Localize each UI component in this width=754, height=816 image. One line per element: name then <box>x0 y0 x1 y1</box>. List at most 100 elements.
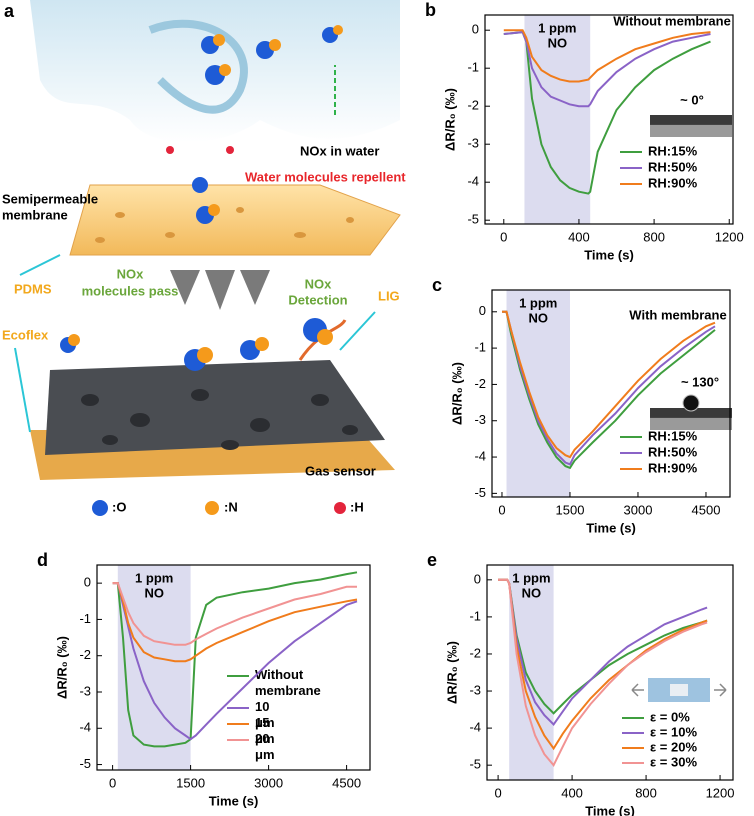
y-tick-label: 0 <box>84 575 91 590</box>
inset-image <box>670 684 688 696</box>
label: NOx <box>117 266 145 281</box>
legend-label: RH:15% <box>648 143 698 158</box>
series-line <box>498 578 708 768</box>
pointer <box>14 347 31 433</box>
annotation: 1 ppm <box>538 20 576 35</box>
y-tick-label: -2 <box>469 645 481 660</box>
legend-label: Without membrane <box>255 667 321 698</box>
membrane <box>69 184 401 256</box>
series-line <box>503 31 711 108</box>
series-line <box>503 31 711 195</box>
annotation: NO <box>144 585 164 600</box>
y-tick-label: 0 <box>474 571 481 586</box>
panel-label: a <box>4 1 15 21</box>
legend-label-line: μm <box>255 731 275 746</box>
legend-label: RH:15% <box>648 428 698 443</box>
wave <box>148 19 248 114</box>
plot-frame <box>96 564 371 771</box>
x-tick-label: 400 <box>561 785 583 800</box>
legend-label: ε = 30% <box>650 754 697 769</box>
label: NOx <box>305 276 333 291</box>
label: LIG <box>378 288 400 303</box>
legend-label: RH:50% <box>648 444 698 459</box>
lig-pores <box>81 389 358 450</box>
y-tick-label: 0 <box>472 22 479 37</box>
y-tick-label: -3 <box>469 682 481 697</box>
panel-label: d <box>37 550 48 570</box>
legend-label: :H <box>350 499 364 514</box>
legend-label: 10 μm <box>255 699 275 730</box>
y-tick-label: -4 <box>467 174 479 189</box>
series-line <box>502 310 716 459</box>
annotation: 1 ppm <box>135 570 173 585</box>
legend-label-line: membrane <box>255 683 321 698</box>
legend-label: :O <box>112 499 126 514</box>
inset-surface <box>650 124 732 137</box>
series-line <box>503 29 711 83</box>
x-tick-label: 3000 <box>624 502 653 517</box>
y-tick-label: -4 <box>79 720 91 735</box>
molecules <box>60 25 343 371</box>
annotation: NO <box>548 35 568 50</box>
plot-frame <box>491 289 731 498</box>
shaded-region <box>509 565 554 780</box>
x-tick-label: 1500 <box>176 775 205 790</box>
y-tick-label: -5 <box>474 485 486 500</box>
y-tick-label: -4 <box>469 720 481 735</box>
series-line <box>112 582 358 663</box>
legend-icon <box>205 501 219 515</box>
stretch-arrow <box>631 683 644 697</box>
note: With membrane <box>629 307 726 322</box>
x-tick-label: 1500 <box>556 502 585 517</box>
y-tick-label: -3 <box>474 412 486 427</box>
legend-label: RH:50% <box>648 159 698 174</box>
legend-icon <box>92 500 108 516</box>
x-tick-label: 1200 <box>715 229 744 244</box>
panel-label: c <box>432 275 442 295</box>
annotation: 1 ppm <box>519 295 557 310</box>
label: NOx in water <box>300 143 379 158</box>
legend-icon <box>334 502 346 514</box>
legend-label-line: μm <box>255 715 275 730</box>
annotation: NO <box>528 310 548 325</box>
y-tick-label: -1 <box>467 60 479 75</box>
legend-label-line: Without <box>255 667 304 682</box>
panel-label: e <box>427 550 437 570</box>
lig-sensor <box>45 360 385 455</box>
legend-label-line: μm <box>255 747 275 762</box>
x-tick-label: 3000 <box>254 775 283 790</box>
plot-frame <box>484 14 734 225</box>
series-line <box>112 582 357 646</box>
stretch-arrow <box>714 683 727 697</box>
y-tick-label: -3 <box>467 136 479 151</box>
pointer <box>339 311 376 351</box>
label: PDMS <box>14 281 52 296</box>
x-tick-label: 400 <box>568 229 590 244</box>
legend-label-line: 20 <box>255 731 269 746</box>
x-tick-label: 4500 <box>332 775 361 790</box>
y-axis-title: ΔR/R₀ (‰) <box>442 88 457 151</box>
legend-label-line: 10 <box>255 699 269 714</box>
illustration: a NOx in water Water molecules repellent… <box>2 0 406 516</box>
x-axis-title: Time (s) <box>584 247 634 262</box>
label: membrane <box>2 207 68 222</box>
legend-label: :N <box>224 499 238 514</box>
x-tick-label: 800 <box>635 785 657 800</box>
annotation: 1 ppm <box>512 570 550 585</box>
x-tick-label: 0 <box>500 229 507 244</box>
inset-label: ~ 0° <box>680 92 704 107</box>
droplet <box>682 394 700 412</box>
pointer <box>19 254 61 276</box>
x-tick-label: 0 <box>109 775 116 790</box>
label: Detection <box>288 292 347 307</box>
y-tick-label: -2 <box>467 98 479 113</box>
legend-label: ε = 0% <box>650 709 690 724</box>
x-tick-label: 800 <box>643 229 665 244</box>
legend-label: 15 μm <box>255 715 275 746</box>
shaded-region <box>117 565 191 770</box>
legend-label: ε = 10% <box>650 724 697 739</box>
